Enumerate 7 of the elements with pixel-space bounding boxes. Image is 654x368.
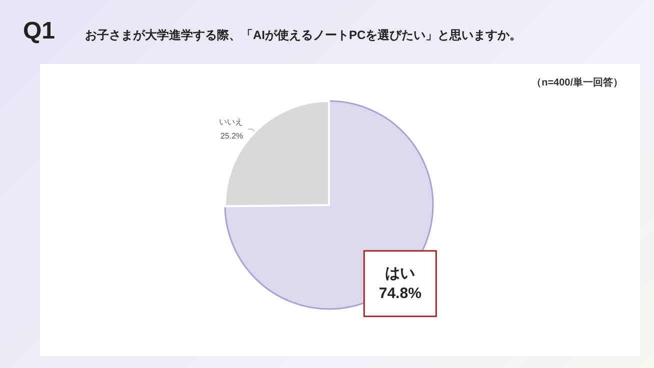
text: （n=400/単一回答） bbox=[532, 76, 624, 88]
chart-title: Q1 bbox=[23, 18, 56, 44]
slice-label: いいえ bbox=[219, 118, 244, 127]
data-label: 74.8% bbox=[378, 285, 422, 302]
data-label: 25.2% bbox=[220, 132, 244, 141]
chart-subtitle: お子さまが大学進学する際、「AIが使えるノートPCを選びたい」と思いますか。 bbox=[85, 28, 522, 42]
slice-label: はい bbox=[385, 265, 416, 282]
